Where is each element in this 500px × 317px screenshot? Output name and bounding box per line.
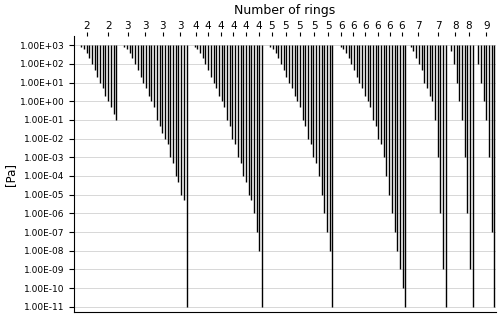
Title: Number of rings: Number of rings [234, 4, 336, 17]
Y-axis label: [Pa]: [Pa] [4, 163, 17, 186]
